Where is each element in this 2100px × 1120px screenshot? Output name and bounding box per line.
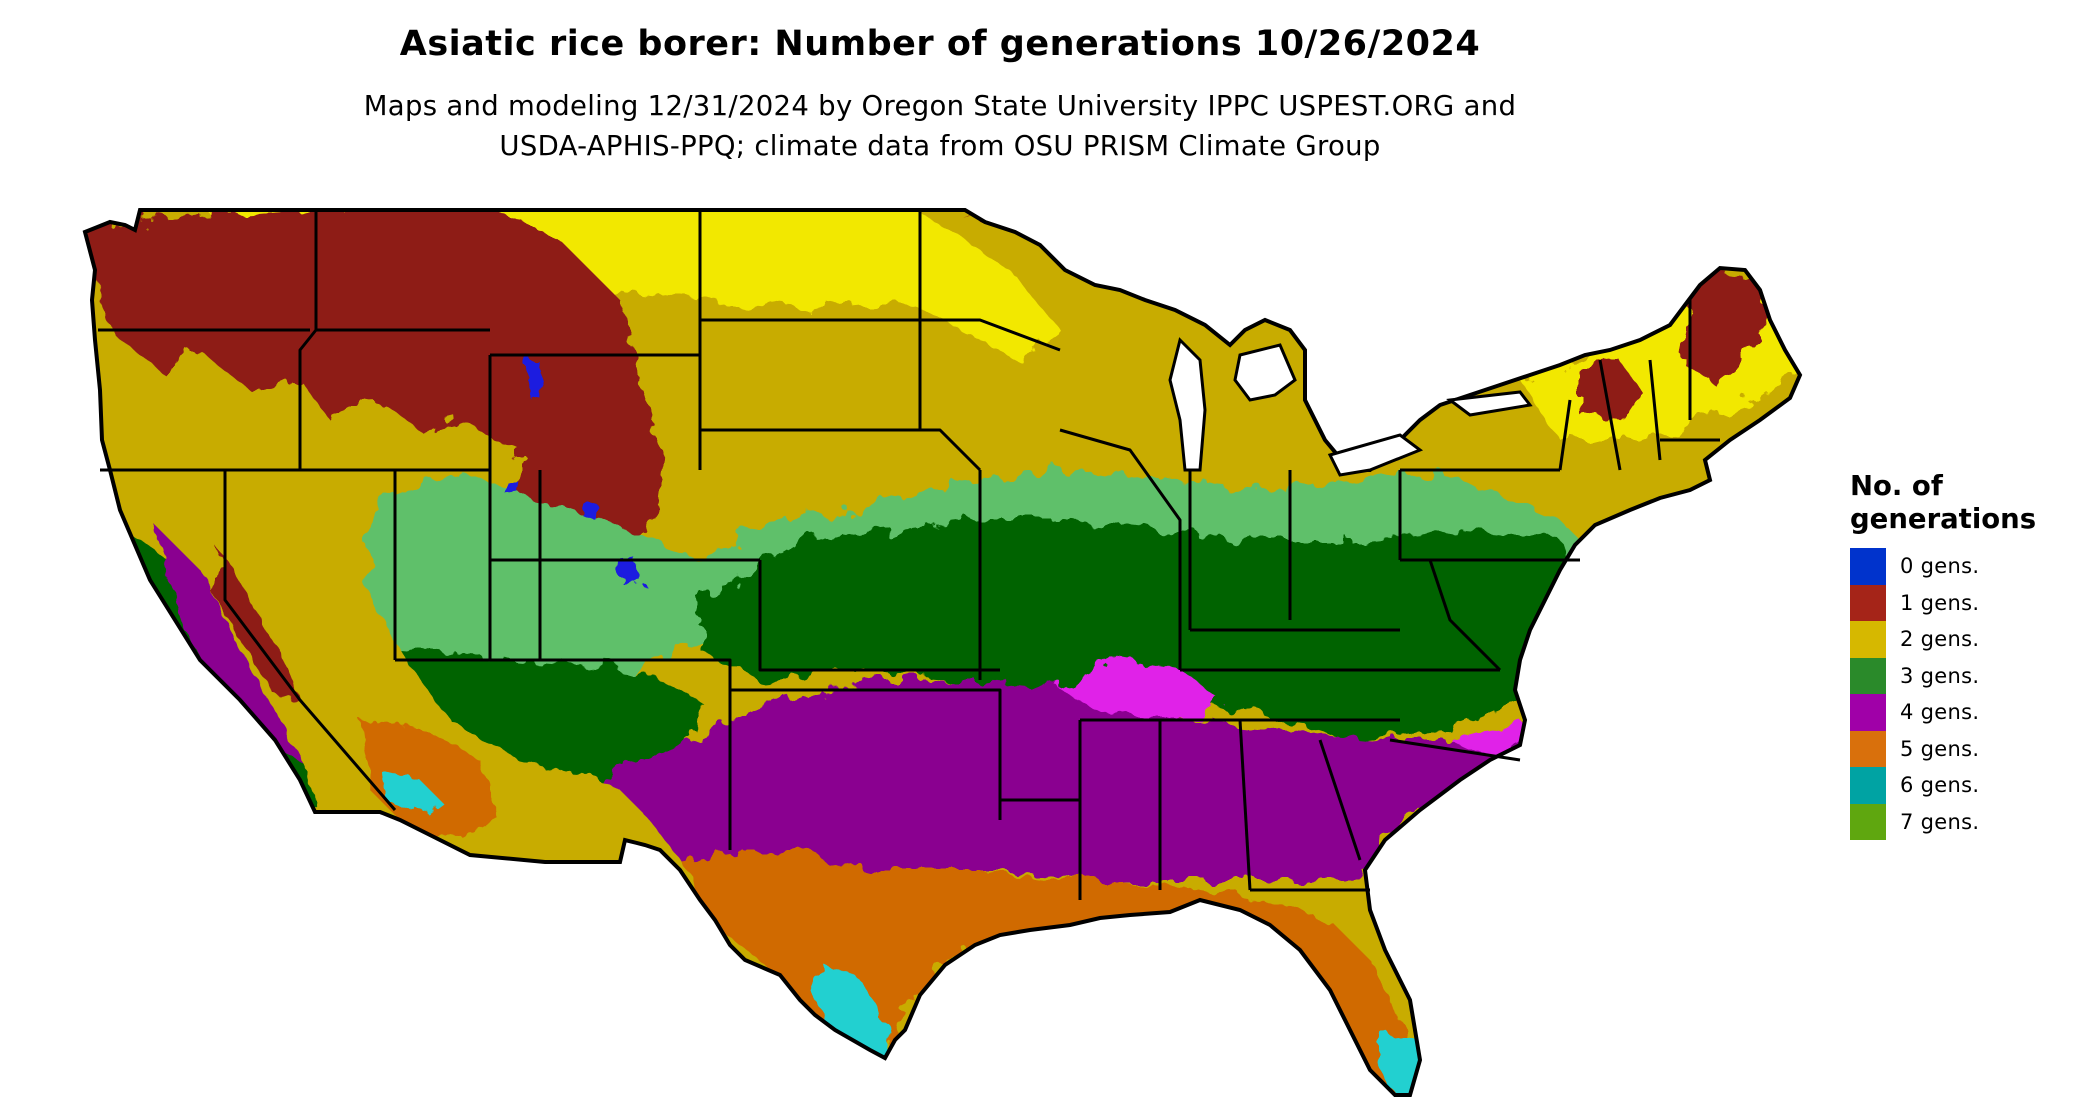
- legend-swatch: [1850, 657, 1886, 694]
- map-title: Asiatic rice borer: Number of generation…: [399, 24, 1481, 64]
- legend-label: 4 gens.: [1900, 700, 1980, 725]
- zone-4-gens-california: [150, 520, 300, 760]
- zone-4-gens-fringe: [1060, 660, 1540, 760]
- zone-4-gens: [600, 680, 1530, 890]
- legend-swatch: [1850, 621, 1886, 658]
- legend-item: 6 gens.: [1850, 767, 2080, 804]
- subtitle-line-1: Maps and modeling 12/31/2024 by Oregon S…: [363, 90, 1517, 122]
- legend-item: 4 gens.: [1850, 694, 2080, 731]
- zone-0-gens: [505, 360, 640, 584]
- legend-label: 3 gens.: [1900, 663, 1980, 688]
- legend-label: 0 gens.: [1900, 554, 1980, 579]
- zone-1-gens-adirondacks: [1580, 360, 1640, 420]
- us-generations-map: [83, 208, 1802, 1097]
- zone-1-gens-maine: [1680, 270, 1770, 380]
- legend-item: 7 gens.: [1850, 803, 2080, 840]
- zone-1-gens-sierra: [210, 550, 300, 700]
- legend-swatch: [1850, 548, 1886, 585]
- legend-item: 0 gens.: [1850, 548, 2080, 585]
- legend-swatch: [1850, 767, 1886, 804]
- zone-3-gens-southwest: [400, 650, 700, 780]
- legend-swatch: [1850, 803, 1886, 840]
- legend-swatch: [1850, 694, 1886, 731]
- zone-6-gens-arizona: [380, 770, 440, 815]
- legend-title-line-1: No. of: [1850, 470, 1943, 502]
- legend-label: 7 gens.: [1900, 809, 1980, 834]
- legend-label: 5 gens.: [1900, 736, 1980, 761]
- map-subtitle: Maps and modeling 12/31/2024 by Oregon S…: [0, 86, 1880, 166]
- great-lakes: [1168, 337, 1533, 477]
- legend-item: 5 gens.: [1850, 730, 2080, 767]
- legend-title-line-2: generations: [1850, 503, 2037, 535]
- map-legend: No. of generations 0 gens. 1 gens. 2 gens.…: [1850, 470, 2080, 840]
- zone-6-gens-florida: [1375, 1030, 1430, 1095]
- zone-6-gens-texas: [810, 960, 890, 1060]
- zone-3-gens: [700, 520, 1580, 740]
- legend-item: 2 gens.: [1850, 621, 2080, 658]
- zone-1-gens-northwest: [85, 210, 640, 470]
- state-boundaries: [98, 210, 1720, 900]
- legend-item: 1 gens.: [1850, 584, 2080, 621]
- legend-item: 3 gens.: [1850, 657, 2080, 694]
- legend-swatch: [1850, 730, 1886, 767]
- legend-swatch: [1850, 584, 1886, 621]
- legend-label: 2 gens.: [1900, 627, 1980, 652]
- legend-label: 1 gens.: [1900, 590, 1980, 615]
- legend-label: 6 gens.: [1900, 773, 1980, 798]
- legend-title: No. of generations: [1850, 470, 2080, 536]
- subtitle-line-2: USDA-APHIS-PPQ; climate data from OSU PR…: [499, 130, 1381, 162]
- legend-items: 0 gens. 1 gens. 2 gens. 3 gens. 4 gens. 5 gen…: [1850, 548, 2080, 840]
